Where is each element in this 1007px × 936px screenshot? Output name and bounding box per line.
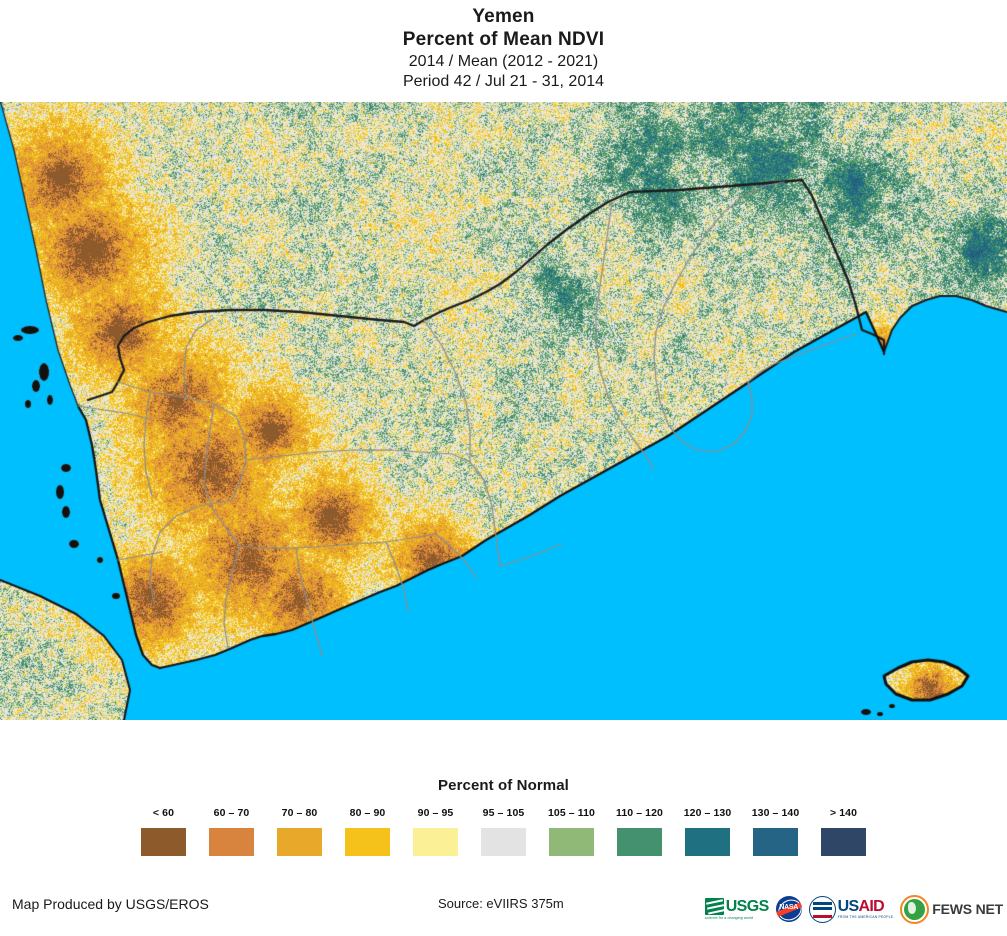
legend-item[interactable]: 60 – 70 bbox=[198, 807, 266, 856]
nasa-meatball-icon: NASA bbox=[775, 896, 802, 922]
usgs-logo: USGS science for a changing world bbox=[704, 894, 770, 924]
legend-item[interactable]: 90 – 95 bbox=[402, 807, 470, 856]
title-block: Yemen Percent of Mean NDVI 2014 / Mean (… bbox=[0, 0, 1007, 102]
legend-item[interactable]: 130 – 140 bbox=[742, 807, 810, 856]
legend-swatch bbox=[345, 828, 390, 856]
legend-item[interactable]: < 60 bbox=[130, 807, 198, 856]
legend-label: 95 – 105 bbox=[482, 807, 525, 819]
logo-strip: USGS science for a changing world NASA U… bbox=[704, 892, 1003, 926]
legend-label: 90 – 95 bbox=[417, 807, 454, 819]
legend-label: < 60 bbox=[152, 807, 175, 819]
map-title-product: Percent of Mean NDVI bbox=[402, 29, 605, 50]
legend-label: 120 – 130 bbox=[683, 807, 732, 819]
legend-swatch bbox=[481, 828, 526, 856]
usgs-tagline: science for a changing world bbox=[704, 916, 754, 920]
legend-swatch bbox=[821, 828, 866, 856]
map-title-period: Period 42 / Jul 21 - 31, 2014 bbox=[402, 73, 605, 90]
map-title-country: Yemen bbox=[472, 6, 535, 27]
legend-swatch bbox=[549, 828, 594, 856]
legend-item[interactable]: 70 – 80 bbox=[266, 807, 334, 856]
footer-block: Map Produced by USGS/EROS Source: eVIIRS… bbox=[0, 890, 1007, 936]
usgs-wordmark: USGS bbox=[725, 897, 770, 915]
legend-label: 105 – 110 bbox=[547, 807, 596, 819]
legend-item[interactable]: 105 – 110 bbox=[538, 807, 606, 856]
legend-label: 60 – 70 bbox=[213, 807, 250, 819]
legend-label: > 140 bbox=[829, 807, 858, 819]
legend-block: Percent of Normal < 60 60 – 70 70 – 80 80 –… bbox=[0, 720, 1007, 890]
legend-item[interactable]: 110 – 120 bbox=[606, 807, 674, 856]
legend-item[interactable]: 80 – 90 bbox=[334, 807, 402, 856]
map-title-comparison: 2014 / Mean (2012 - 2021) bbox=[408, 53, 599, 70]
legend-swatch bbox=[753, 828, 798, 856]
nasa-logo: NASA bbox=[775, 894, 802, 924]
legend-label: 80 – 90 bbox=[349, 807, 386, 819]
usaid-mark-icon bbox=[808, 895, 836, 923]
legend-label: 130 – 140 bbox=[751, 807, 800, 819]
nasa-wordmark: NASA bbox=[779, 904, 798, 911]
usaid-logo: USAID FROM THE AMERICAN PEOPLE bbox=[808, 894, 894, 924]
map-credit-text: Map Produced by USGS/EROS bbox=[12, 896, 209, 912]
legend-swatch bbox=[277, 828, 322, 856]
fews-net-wordmark: FEWS NET bbox=[932, 901, 1003, 917]
fews-globe-icon bbox=[900, 894, 930, 924]
map-figure[interactable] bbox=[0, 102, 1007, 720]
legend-title: Percent of Normal bbox=[438, 777, 569, 794]
legend-swatch bbox=[209, 828, 254, 856]
legend-items: < 60 60 – 70 70 – 80 80 – 90 90 – 95 95 – 105… bbox=[0, 807, 1007, 856]
map-source-text: Source: eVIIRS 375m bbox=[438, 896, 564, 911]
usaid-wordmark-aid: AID bbox=[858, 898, 884, 915]
legend-item[interactable]: 120 – 130 bbox=[674, 807, 742, 856]
usaid-tagline: FROM THE AMERICAN PEOPLE bbox=[837, 915, 894, 919]
legend-swatch bbox=[617, 828, 662, 856]
usgs-mark-icon bbox=[704, 898, 724, 915]
legend-swatch bbox=[413, 828, 458, 856]
legend-swatch bbox=[141, 828, 186, 856]
usaid-wordmark-us: US bbox=[837, 898, 860, 915]
legend-label: 70 – 80 bbox=[281, 807, 318, 819]
fews-net-logo: FEWS NET bbox=[900, 894, 1003, 924]
ndvi-raster-map[interactable] bbox=[0, 102, 1007, 720]
legend-swatch bbox=[685, 828, 730, 856]
legend-item[interactable]: > 140 bbox=[810, 807, 878, 856]
legend-label: 110 – 120 bbox=[615, 807, 664, 819]
legend-item[interactable]: 95 – 105 bbox=[470, 807, 538, 856]
